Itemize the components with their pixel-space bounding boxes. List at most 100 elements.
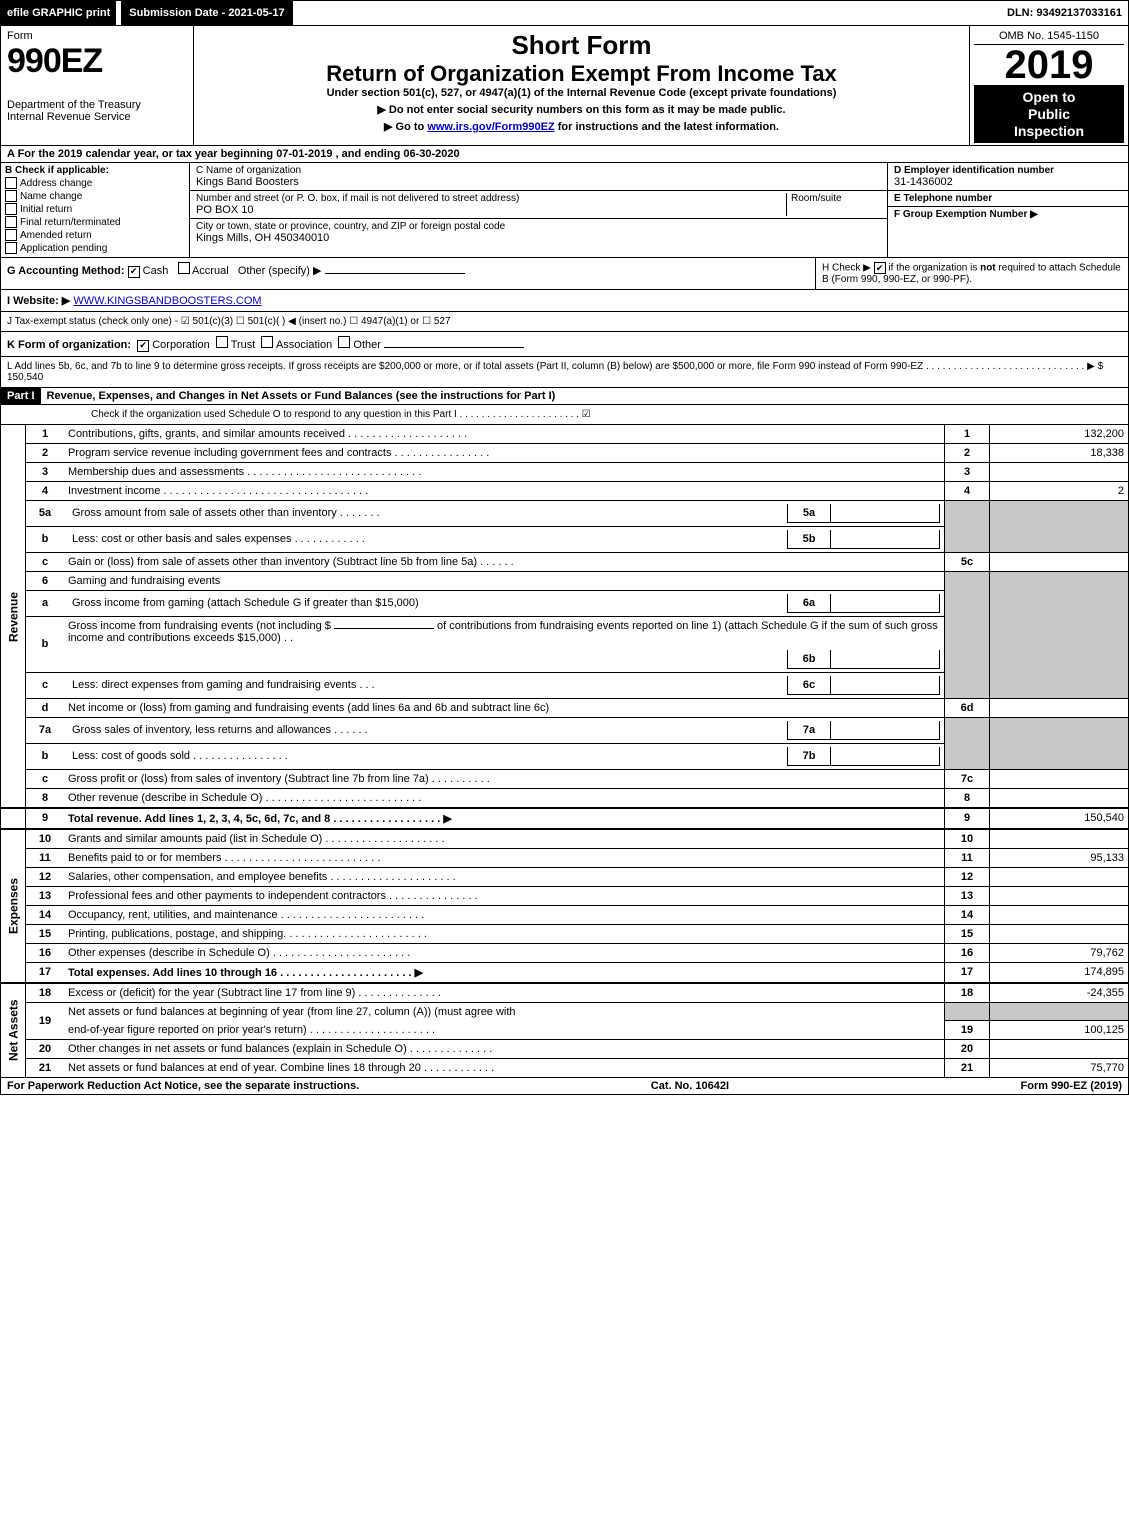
b-final-return[interactable]: Final return/terminated — [5, 216, 185, 228]
ln-7b-num: b — [26, 743, 65, 769]
k-corp-checkbox[interactable] — [137, 340, 149, 352]
ln-4-val: 2 — [990, 481, 1129, 500]
ln-16-val: 79,762 — [990, 943, 1129, 962]
row-k-form-org: K Form of organization: Corporation Trus… — [0, 332, 1129, 357]
k-other-input[interactable] — [384, 347, 524, 348]
tax-year: 2019 — [974, 45, 1124, 85]
ln-10-box: 10 — [945, 829, 990, 849]
ln-19-box: 19 — [945, 1021, 990, 1040]
ln-7a-subval — [831, 721, 940, 740]
h-text2: if the organization is — [888, 263, 980, 274]
row-i-website: I Website: ▶ WWW.KINGSBANDBOOSTERS.COM — [0, 290, 1129, 312]
efile-print-button[interactable]: efile GRAPHIC print — [1, 1, 117, 25]
ln-12-desc: Salaries, other compensation, and employ… — [64, 867, 945, 886]
ln-20-val — [990, 1040, 1129, 1059]
irs-link[interactable]: www.irs.gov/Form990EZ — [427, 121, 554, 133]
b-application-pending[interactable]: Application pending — [5, 242, 185, 254]
ln-17-num: 17 — [26, 962, 65, 983]
ln-3-desc: Membership dues and assessments . . . . … — [64, 462, 945, 481]
k-trust-checkbox[interactable] — [216, 336, 228, 348]
k-corp-label: Corporation — [152, 339, 209, 351]
part-i-title: Revenue, Expenses, and Changes in Net As… — [41, 388, 1128, 404]
ln-13-num: 13 — [26, 886, 65, 905]
goto-prefix: ▶ Go to — [384, 121, 427, 133]
ln-6d-num: d — [26, 698, 65, 717]
ln-5ab-grayval — [990, 500, 1129, 552]
website-link[interactable]: WWW.KINGSBANDBOOSTERS.COM — [73, 295, 261, 307]
k-assoc-checkbox[interactable] — [261, 336, 273, 348]
g-cash-checkbox[interactable] — [128, 266, 140, 278]
ln-10-val — [990, 829, 1129, 849]
i-label: I Website: ▶ — [7, 295, 70, 307]
ln-5c-val — [990, 552, 1129, 571]
section-c: C Name of organization Kings Band Booste… — [190, 163, 887, 257]
ln-15-val — [990, 924, 1129, 943]
ln-6a-desc: Gross income from gaming (attach Schedul… — [68, 594, 788, 613]
b-address-change[interactable]: Address change — [5, 177, 185, 189]
ln-4-num: 4 — [26, 481, 65, 500]
c-addr-label: Number and street (or P. O. box, if mail… — [196, 193, 786, 204]
open-public-badge: Open to Public Inspection — [974, 85, 1124, 143]
ln-16-box: 16 — [945, 943, 990, 962]
ln-18-num: 18 — [26, 983, 65, 1003]
footer-form-ref: Form 990-EZ (2019) — [1021, 1080, 1122, 1092]
inspection-text: Inspection — [976, 123, 1122, 140]
ln-6-desc: Gaming and fundraising events — [64, 571, 945, 590]
g-cash-label: Cash — [143, 265, 169, 277]
revenue-side-label: Revenue — [1, 425, 26, 808]
g-accrual-checkbox[interactable] — [178, 262, 190, 274]
ln-1-box: 1 — [945, 425, 990, 444]
b-initial-return[interactable]: Initial return — [5, 203, 185, 215]
ln-3-num: 3 — [26, 462, 65, 481]
ln-5b-num: b — [26, 526, 65, 552]
ln-7b-subval — [831, 747, 940, 766]
ln-1-num: 1 — [26, 425, 65, 444]
ln-6b-num: b — [26, 616, 65, 672]
ln-7b-subbox: 7b — [788, 747, 831, 766]
ln-18-box: 18 — [945, 983, 990, 1003]
ln-6a-num: a — [26, 590, 65, 616]
net-assets-side-label: Net Assets — [1, 983, 26, 1078]
row-j-tax-exempt: J Tax-exempt status (check only one) - ☑… — [0, 312, 1129, 332]
dept-treasury: Department of the Treasury — [7, 99, 187, 111]
ln-15-box: 15 — [945, 924, 990, 943]
ln-9-box: 9 — [945, 808, 990, 829]
ln-4-desc: Investment income . . . . . . . . . . . … — [64, 481, 945, 500]
row-l-gross-receipts: L Add lines 5b, 6c, and 7b to line 9 to … — [0, 357, 1129, 388]
b-amended-return[interactable]: Amended return — [5, 229, 185, 241]
g-other-input[interactable] — [325, 273, 465, 274]
goto-notice: ▶ Go to www.irs.gov/Form990EZ for instru… — [200, 120, 963, 133]
ln-6c-subval — [831, 676, 940, 695]
ln-14-val — [990, 905, 1129, 924]
ln-5a-subval — [831, 504, 940, 523]
ln-6a-subbox: 6a — [788, 594, 831, 613]
ln-6d-box: 6d — [945, 698, 990, 717]
ln-11-desc: Benefits paid to or for members . . . . … — [64, 848, 945, 867]
ln-14-num: 14 — [26, 905, 65, 924]
k-other-checkbox[interactable] — [338, 336, 350, 348]
part-i-header: Part I Revenue, Expenses, and Changes in… — [0, 388, 1129, 405]
ln-5c-desc: Gain or (loss) from sale of assets other… — [64, 552, 945, 571]
ln-6-num: 6 — [26, 571, 65, 590]
under-section: Under section 501(c), 527, or 4947(a)(1)… — [200, 87, 963, 99]
ln-3-box: 3 — [945, 462, 990, 481]
b-label-2: Initial return — [20, 204, 72, 215]
row-g-h: G Accounting Method: Cash Accrual Other … — [0, 258, 1129, 290]
ln-5a-subbox: 5a — [788, 504, 831, 523]
ln-6d-desc: Net income or (loss) from gaming and fun… — [64, 698, 945, 717]
ln-2-num: 2 — [26, 443, 65, 462]
ln-6-grayval — [990, 571, 1129, 698]
ln-7a-desc: Gross sales of inventory, less returns a… — [68, 721, 788, 740]
ln-9-desc: Total revenue. Add lines 1, 2, 3, 4, 5c,… — [64, 808, 945, 829]
ln-9-num: 9 — [26, 808, 65, 829]
irs-label: Internal Revenue Service — [7, 111, 187, 123]
ln-10-desc: Grants and similar amounts paid (list in… — [64, 829, 945, 849]
b-name-change[interactable]: Name change — [5, 190, 185, 202]
ln-6b-amount-input[interactable] — [334, 628, 434, 629]
open-to: Open to — [976, 89, 1122, 106]
b-label-5: Application pending — [20, 243, 107, 254]
section-def: D Employer identification number 31-1436… — [887, 163, 1128, 257]
ln-7ab-graybox — [945, 717, 990, 769]
ln-7a-subbox: 7a — [788, 721, 831, 740]
h-checkbox[interactable] — [874, 262, 886, 274]
